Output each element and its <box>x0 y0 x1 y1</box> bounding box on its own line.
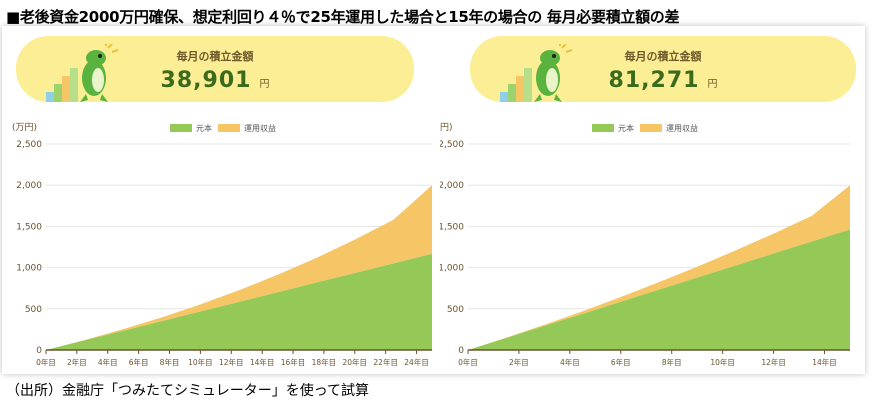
banner-label: 毎月の積立金額 <box>624 50 702 63</box>
simulation-panel-25-years: 毎月の積立金額 38,901 円 (万円) 元本 運用収益 0 500 1,000 1,500… <box>10 34 442 370</box>
y-tick-label: 500 <box>25 305 42 315</box>
y-tick-label: 2,500 <box>440 140 464 150</box>
area-運用収益 <box>46 185 432 350</box>
x-tick-label: 8年目 <box>160 357 180 367</box>
dinosaur-mascot-icon <box>46 44 119 102</box>
x-tick-label: 18年目 <box>312 357 337 367</box>
monthly-amount-banner: 毎月の積立金額 81,271 円 <box>470 36 856 102</box>
amount-value: 81,271 <box>608 68 700 93</box>
x-tick-label: 16年目 <box>281 357 306 367</box>
source-caption: （出所）金融庁「つみたてシミュレーター」を使って試算 <box>6 383 370 399</box>
y-unit-label: (万円) <box>12 122 37 133</box>
x-tick-label: 2年目 <box>67 357 87 367</box>
x-tick-label: 4年目 <box>560 357 580 367</box>
x-tick-label: 10年目 <box>188 357 213 367</box>
y-unit-label: 円) <box>440 122 453 133</box>
y-tick-label: 2,000 <box>440 181 464 191</box>
x-tick-label: 14年目 <box>250 357 275 367</box>
x-tick-label: 2年目 <box>509 357 529 367</box>
y-tick-label: 0 <box>36 346 42 356</box>
x-tick-label: 6年目 <box>611 357 631 367</box>
y-tick-label: 500 <box>447 305 464 315</box>
x-tick-label: 14年目 <box>812 357 837 367</box>
legend-label: 元本 <box>196 123 212 133</box>
monthly-amount-banner: 毎月の積立金額 38,901 円 <box>16 36 414 102</box>
x-tick-label: 8年目 <box>662 357 682 367</box>
legend-swatch <box>640 124 662 132</box>
y-tick-label: 0 <box>458 346 464 356</box>
x-tick-label: 12年目 <box>761 357 786 367</box>
legend-label: 元本 <box>618 123 634 133</box>
page-title: ■老後資金2000万円確保、想定利回り４％で25年運用した場合と15年の場合の … <box>6 8 680 26</box>
y-tick-label: 2,500 <box>16 140 42 150</box>
x-tick-label: 4年目 <box>98 357 118 367</box>
simulation-panel-15-years: 毎月の積立金額 81,271 円 円) 元本 運用収益 0 500 1,000 1,500 2,… <box>440 34 860 370</box>
legend-swatch <box>170 124 192 132</box>
amount-unit: 円 <box>259 79 270 90</box>
amount-unit: 円 <box>707 79 718 90</box>
area-元本 <box>46 253 432 350</box>
y-tick-label: 1,000 <box>16 264 42 274</box>
area-元本 <box>468 229 850 350</box>
dinosaur-mascot-icon <box>500 44 573 102</box>
amount-value: 38,901 <box>160 68 252 93</box>
legend-swatch <box>592 124 614 132</box>
y-tick-label: 1,000 <box>440 264 464 274</box>
x-tick-label: 12年目 <box>219 357 244 367</box>
y-tick-label: 2,000 <box>16 181 42 191</box>
x-tick-label: 22年目 <box>373 357 398 367</box>
x-tick-label: 0年目 <box>36 357 56 367</box>
x-tick-label: 6年目 <box>129 357 149 367</box>
y-tick-label: 1,500 <box>440 222 464 232</box>
banner-label: 毎月の積立金額 <box>176 50 254 63</box>
area-chart-15-years: 円) 元本 運用収益 0 500 1,000 1,500 2,000 2,500 0年目 2年目 4年… <box>440 122 850 367</box>
legend-swatch <box>218 124 240 132</box>
x-tick-label: 20年目 <box>343 357 368 367</box>
monthly-amount: 38,901 円 <box>16 68 414 93</box>
y-tick-label: 1,500 <box>16 222 42 232</box>
area-chart-25-years: (万円) 元本 運用収益 0 500 1,000 1,500 2,000 2,500 0年目 2年目… <box>12 122 432 367</box>
x-tick-label: 0年目 <box>458 357 478 367</box>
monthly-amount: 81,271 円 <box>470 68 856 93</box>
x-tick-label: 24年目 <box>404 357 429 367</box>
legend-label: 運用収益 <box>666 123 698 133</box>
x-tick-label: 10年目 <box>710 357 735 367</box>
legend-label: 運用収益 <box>244 123 276 133</box>
